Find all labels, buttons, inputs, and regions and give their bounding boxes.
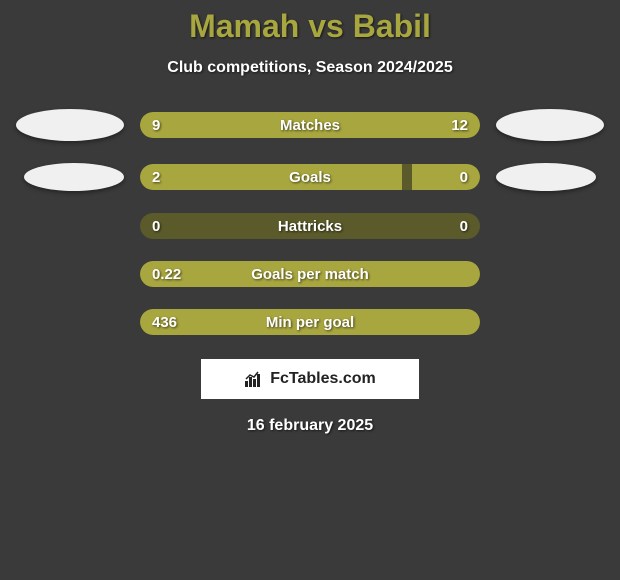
stat-bar: 436 Min per goal [140,309,480,335]
stat-value-right: 0 [460,218,468,235]
stat-bar: 9 Matches 12 [140,112,480,138]
stat-value-left: 436 [152,314,177,331]
stat-row: 0 Hattricks 0 [0,213,620,239]
stat-row: 0.22 Goals per match [0,261,620,287]
stat-row: 436 Min per goal [0,309,620,335]
stat-row: 9 Matches 12 [0,109,620,141]
bar-fill-right [412,164,480,190]
player-avatar-left [16,109,124,141]
stat-bar: 2 Goals 0 [140,164,480,190]
stat-value-left: 2 [152,169,160,186]
chart-icon [244,371,264,387]
stat-value-left: 0 [152,218,160,235]
brand-text: FcTables.com [270,370,376,388]
bar-fill-left [140,112,276,138]
comparison-widget: Mamah vs Babil Club competitions, Season… [0,0,620,443]
stat-row: 2 Goals 0 [0,163,620,191]
date-label: 16 february 2025 [0,417,620,435]
stat-value-right: 12 [451,117,468,134]
player-avatar-left [24,163,124,191]
stats-list: 9 Matches 12 2 Goals 0 0 Hattricks 0 0.22 Goals pe… [0,109,620,335]
stat-bar: 0.22 Goals per match [140,261,480,287]
stat-label: Goals [289,169,331,186]
stat-label: Goals per match [251,266,369,283]
bar-fill-left [140,164,402,190]
stat-bar: 0 Hattricks 0 [140,213,480,239]
page-title: Mamah vs Babil [0,8,620,45]
brand-badge[interactable]: FcTables.com [201,359,419,399]
stat-label: Min per goal [266,314,354,331]
stat-value-left: 0.22 [152,266,181,283]
stat-label: Hattricks [278,218,342,235]
subtitle: Club competitions, Season 2024/2025 [0,59,620,77]
stat-label: Matches [280,117,340,134]
player-avatar-right [496,109,604,141]
stat-value-right: 0 [460,169,468,186]
stat-value-left: 9 [152,117,160,134]
player-avatar-right [496,163,596,191]
